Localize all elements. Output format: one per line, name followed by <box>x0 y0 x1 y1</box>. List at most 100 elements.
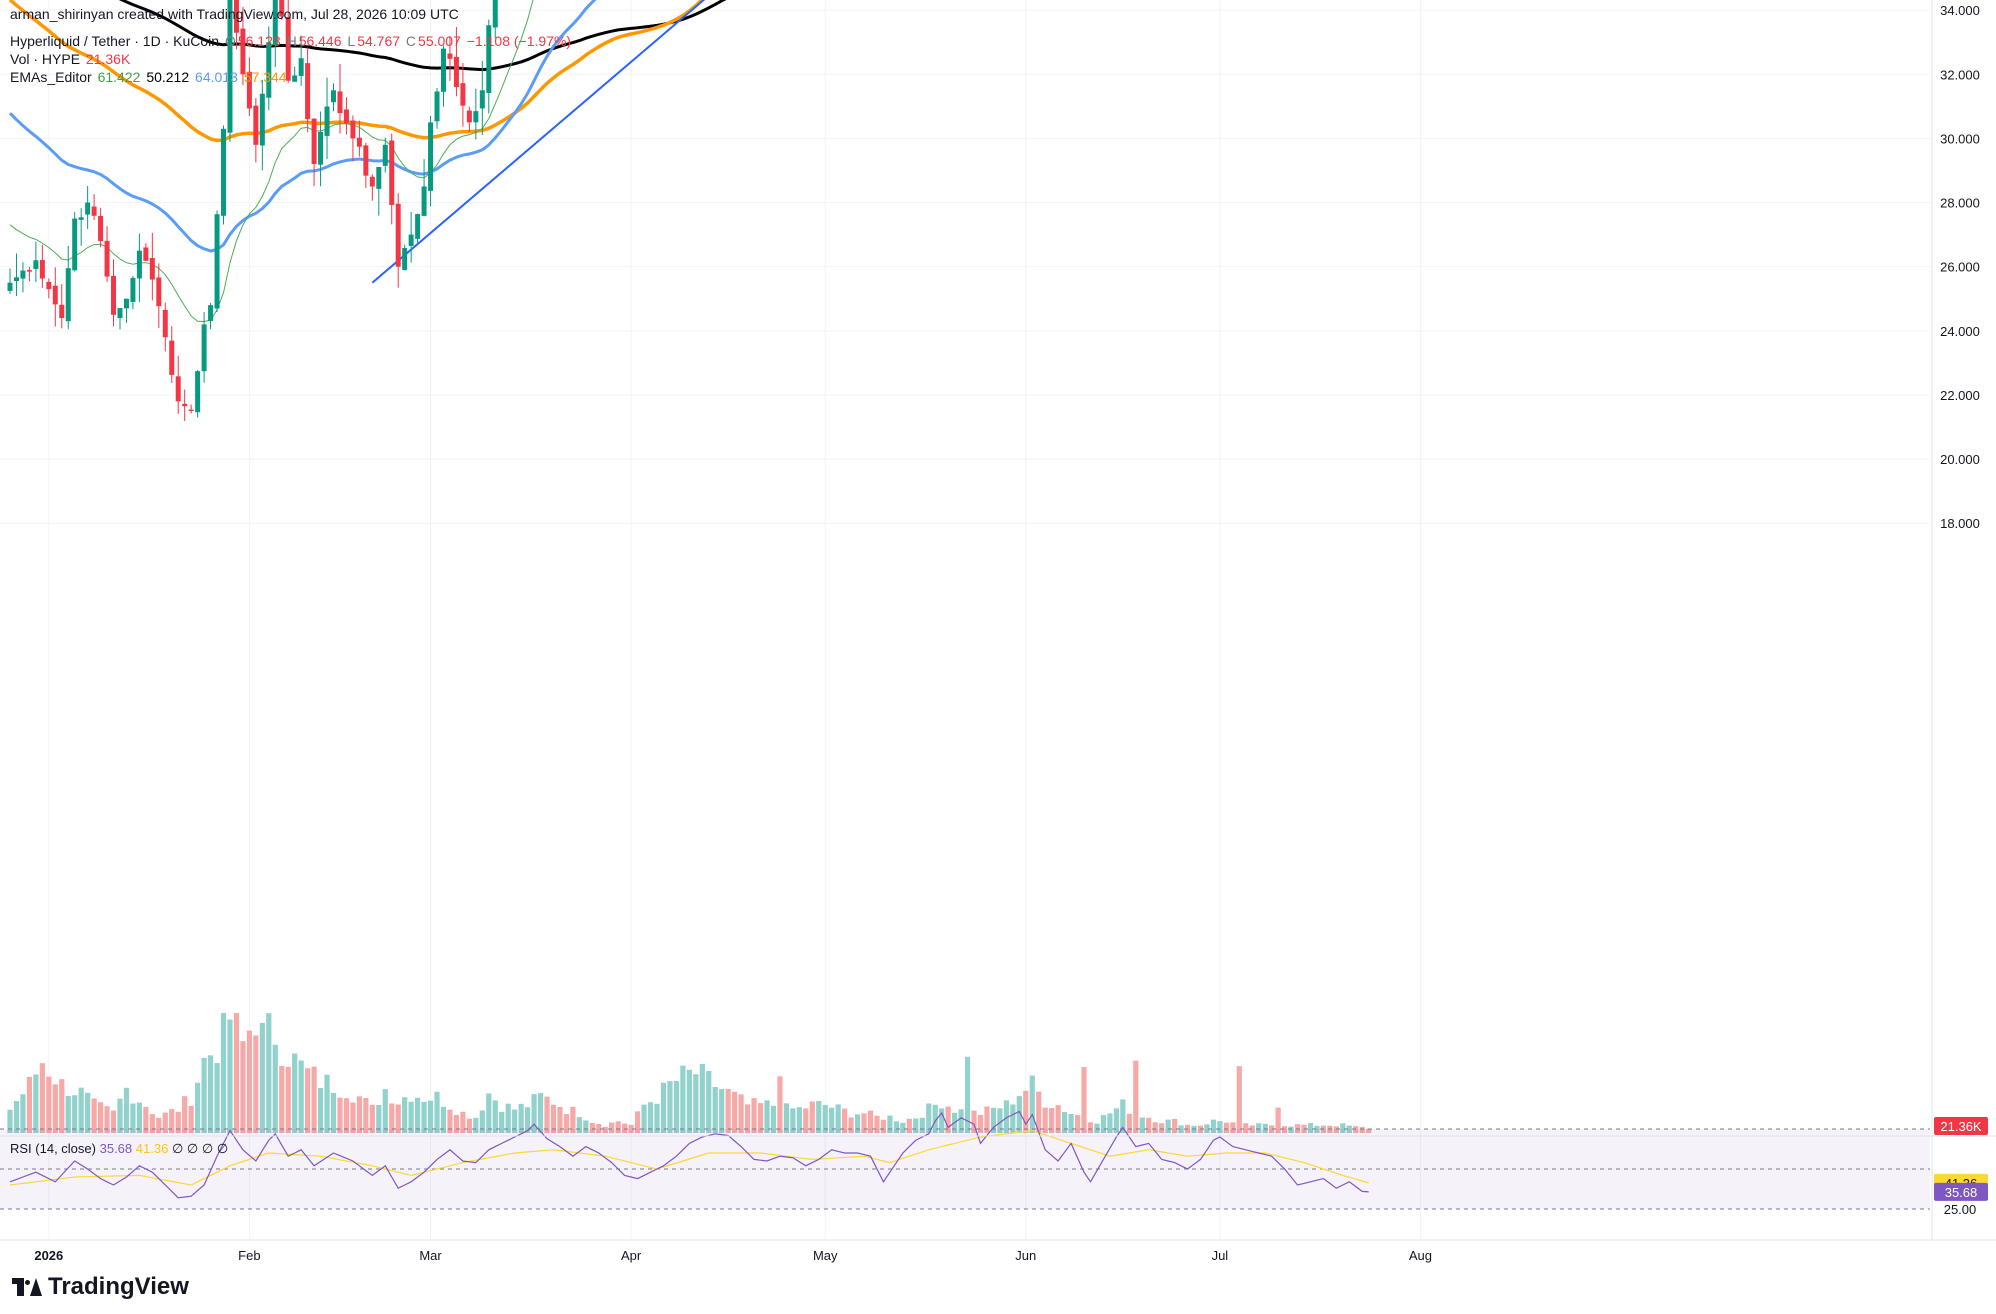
candle <box>46 278 52 299</box>
candle-body <box>434 91 440 122</box>
candle-body <box>13 277 19 282</box>
candle <box>473 88 479 140</box>
volume-bar <box>447 1109 453 1133</box>
time-axis[interactable]: 2026 Feb Mar Apr May Jun Jul Aug <box>34 1248 1432 1263</box>
trendline[interactable] <box>371 0 1000 284</box>
symbol-legend[interactable]: Hyperliquid / Tether · 1D · KuCoin O 56.1… <box>10 33 573 50</box>
volume-bar <box>376 1105 382 1133</box>
candle-body <box>402 248 408 271</box>
volume-bar <box>473 1117 479 1133</box>
candle <box>7 268 13 295</box>
volume-bar <box>169 1109 175 1133</box>
volume-bar <box>660 1082 667 1133</box>
candle-body <box>240 28 246 75</box>
time-tick-label: May <box>813 1248 838 1263</box>
volume-bar <box>964 1056 971 1133</box>
volume-bar <box>195 1082 201 1133</box>
candle-body <box>39 260 45 279</box>
candle-body <box>415 214 421 239</box>
volume-bar <box>1139 1117 1145 1133</box>
volume-bar <box>1256 1123 1262 1133</box>
candle <box>246 57 252 116</box>
candle-body <box>292 75 298 82</box>
volume-bar <box>97 1102 104 1133</box>
volume-bar <box>1359 1127 1365 1133</box>
brand-name: TradingView <box>48 1273 189 1300</box>
volume-bar <box>525 1107 531 1133</box>
volume-bar <box>1165 1119 1171 1133</box>
rsi-tag-bg <box>1934 1182 1988 1201</box>
volume-bar <box>550 1104 557 1133</box>
volume-bar <box>609 1122 615 1133</box>
rsi-legend[interactable]: RSI (14, close) 35.68 41.36 ∅ ∅ ∅ ∅ <box>10 1141 228 1157</box>
volume-bar <box>1042 1107 1048 1133</box>
volume-bar <box>926 1103 932 1133</box>
volume-bar <box>492 1100 498 1133</box>
volume-bar <box>764 1100 770 1133</box>
candle-body <box>350 120 356 139</box>
volume-bar <box>751 1098 757 1133</box>
volume-bar <box>59 1079 65 1133</box>
candle <box>311 118 317 187</box>
volume-bar <box>977 1114 984 1133</box>
rsi-extra-3: ∅ <box>201 1141 214 1156</box>
volume-bar <box>1249 1125 1255 1133</box>
rsi-pane <box>0 1110 1996 1241</box>
volume-bar <box>317 1088 324 1133</box>
candle-body <box>266 42 272 98</box>
candle-body <box>324 106 330 136</box>
volume-bar <box>427 1100 434 1133</box>
volume-bar <box>279 1065 285 1133</box>
volume-bar <box>259 1022 265 1133</box>
volume-legend[interactable]: Vol · HYPE 21.36K <box>10 51 132 68</box>
candle <box>285 0 291 83</box>
candle <box>440 45 446 107</box>
volume-bar <box>984 1106 990 1133</box>
candle <box>201 312 207 383</box>
volume-bar <box>382 1089 388 1133</box>
open-value: 56.123 <box>237 33 281 49</box>
candle-body <box>279 0 285 17</box>
candle <box>415 213 421 244</box>
candle-body <box>318 131 324 165</box>
candle <box>331 83 336 112</box>
candle <box>272 0 278 68</box>
candle-body <box>136 250 142 279</box>
rsi-extra-1: ∅ <box>171 1141 184 1156</box>
rsi-ma-value: 41.36 <box>135 1141 169 1156</box>
volume-bar <box>686 1069 692 1133</box>
volume-bar <box>531 1094 537 1133</box>
candle-body <box>272 0 278 46</box>
volume-bar <box>958 1109 964 1133</box>
volume-bar <box>33 1074 39 1133</box>
volume-bar <box>816 1101 822 1133</box>
candle-body <box>149 257 155 280</box>
volume-bar <box>997 1108 1003 1133</box>
candle <box>479 60 485 136</box>
ema-legend[interactable]: EMAs_Editor 61.422 50.212 64.013 57.344 <box>10 69 289 86</box>
candle-body <box>408 234 414 246</box>
ema-20-value: 61.422 <box>97 69 141 85</box>
rsi-extra-4: ∅ <box>216 1141 229 1156</box>
volume-bar <box>893 1121 899 1133</box>
candle <box>492 0 498 39</box>
volume-bar <box>874 1115 880 1133</box>
volume-bar <box>1049 1108 1055 1133</box>
volume-bar <box>634 1111 641 1133</box>
candle <box>408 212 414 263</box>
volume-bar <box>699 1063 705 1133</box>
volume-bar <box>343 1098 350 1133</box>
volume-bar <box>434 1091 440 1133</box>
candle-body <box>78 217 84 220</box>
volume-bar <box>939 1108 945 1133</box>
price-axis[interactable]: 18.000 20.000 22.000 24.000 26.000 28.000 30.0… <box>1931 0 1980 1240</box>
low-label: L <box>347 33 356 49</box>
volume-bar <box>52 1084 58 1133</box>
candle <box>266 26 272 111</box>
tradingview-logo[interactable]: TradingView <box>12 1273 189 1301</box>
candle <box>466 106 472 132</box>
candles <box>7 0 498 421</box>
volume-bar <box>1113 1108 1119 1133</box>
price-tick-label: 32.000 <box>1940 67 1980 82</box>
